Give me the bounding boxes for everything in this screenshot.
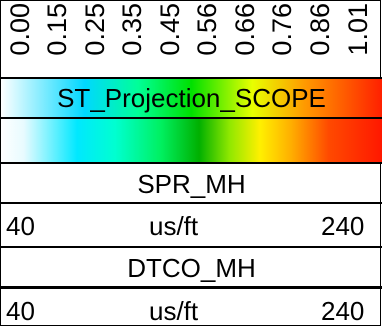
track-name-dtco: DTCO_MH [1,246,382,286]
tick-label: 0.35 [117,3,147,56]
tick-label: 0.15 [42,3,72,56]
scale-max: 240 [321,211,365,241]
track-scale-spr: 40 us/ft 240 [1,202,382,246]
track-scale-dtco: 40 us/ft 240 [1,286,382,330]
tick-label: 0.45 [155,3,185,56]
colorbar-tick-labels: 0.00 0.15 0.25 0.35 0.45 0.56 0.66 0.76 … [1,1,382,76]
tick-label: 0.56 [192,3,222,56]
tick-label: 0.00 [5,3,35,56]
colorbar-title: ST_Projection_SCOPE [1,77,382,117]
scale-max: 240 [321,296,365,326]
scale-unit: us/ft [149,296,199,326]
scale-min: 40 [6,296,35,326]
tick-label: 0.76 [267,3,297,56]
scale-min: 40 [6,211,35,241]
tick-label: 0.86 [305,3,335,56]
track-name-spr: SPR_MH [1,162,382,202]
tick-label: 1.01 [343,3,373,56]
tick-label: 0.25 [80,3,110,56]
colorbar-gradient [1,117,382,162]
tick-label: 0.66 [230,3,260,56]
scale-unit: us/ft [149,211,199,241]
